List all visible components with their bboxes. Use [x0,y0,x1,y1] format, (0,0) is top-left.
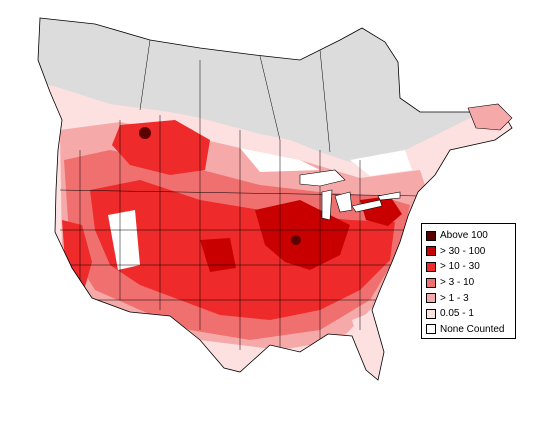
abundance-10-30 [90,180,395,320]
legend: Above 100 > 30 - 100 > 10 - 30 > 3 - 10 > 1 … [421,223,516,339]
legend-swatch [426,293,436,304]
legend-swatch [426,246,436,257]
legend-label: Above 100 [440,230,488,242]
newfoundland [467,103,513,131]
legend-item: > 30 - 100 [426,244,515,260]
legend-label: None Counted [440,323,505,335]
florida-low [352,312,378,368]
abundance-none-b [350,150,412,176]
abundance-10-30-north [112,120,210,175]
great-lakes [299,169,401,221]
legend-label: > 1 - 3 [440,292,469,304]
legend-item: > 1 - 3 [426,290,515,306]
legend-swatch [426,308,436,319]
legend-label: > 30 - 100 [440,245,486,257]
abundance-none-a [108,210,140,270]
legend-item: 0.05 - 1 [426,306,515,322]
abundance-above-100-b [291,235,301,245]
legend-swatch [426,261,436,272]
legend-swatch [426,277,436,288]
legend-swatch [426,230,436,241]
legend-item: Above 100 [426,228,515,244]
abundance-30-100-b [200,238,236,272]
abundance-above-100-a [139,127,151,139]
legend-label: > 10 - 30 [440,261,480,273]
legend-item: None Counted [426,322,515,338]
legend-swatch [426,324,436,335]
legend-item: > 10 - 30 [426,259,515,275]
legend-label: > 3 - 10 [440,277,475,289]
legend-item: > 3 - 10 [426,275,515,291]
legend-label: 0.05 - 1 [440,308,474,320]
